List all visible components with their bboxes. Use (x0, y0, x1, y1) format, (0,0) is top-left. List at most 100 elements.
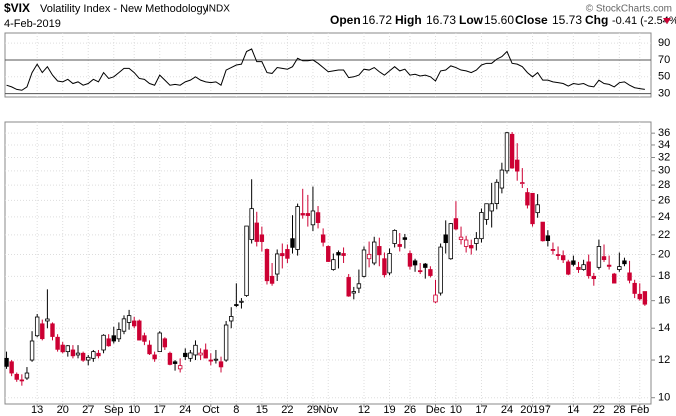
candle-body (372, 241, 377, 264)
x-tick-label: 17 (154, 404, 166, 416)
x-tick-label: 15 (256, 404, 268, 416)
candle-body (540, 221, 545, 242)
candle-body (469, 245, 474, 249)
candle-body (458, 236, 464, 241)
candle-body (254, 222, 259, 242)
candle-body (111, 335, 116, 342)
candle-body (392, 230, 397, 244)
y-tick-label: 30 (658, 165, 670, 177)
y-tick-label: 36 (658, 127, 670, 139)
y-tick-label: 20 (658, 248, 670, 260)
candle-body (177, 365, 183, 370)
candle-body (382, 258, 387, 276)
low-value: 15.60 (484, 13, 514, 27)
candle-body (453, 218, 459, 230)
open-value: 16.72 (362, 13, 392, 27)
y-tick-label: 32 (658, 151, 670, 163)
candle-body (474, 237, 479, 244)
y-tick-label: 18 (658, 270, 670, 282)
x-tick-label: 10 (450, 404, 462, 416)
rsi-tick-label: 50 (658, 71, 670, 83)
candle-body (632, 282, 637, 294)
candle-body (606, 264, 612, 267)
candle-body (596, 246, 602, 268)
candle-body (116, 329, 122, 340)
candle-body (106, 338, 111, 347)
candle-body (213, 358, 219, 361)
low-label: Low (459, 13, 484, 27)
date: 4-Feb-2019 (4, 18, 61, 30)
x-tick-label: 19 (383, 404, 395, 416)
candle-body (280, 253, 285, 257)
security-name: Volatility Index - New Methodology (40, 3, 209, 15)
candle-body (499, 169, 505, 189)
candle-body (407, 253, 413, 267)
candle-body (463, 239, 469, 247)
candle-body (576, 266, 581, 270)
candle-body (137, 320, 142, 341)
candle-body (617, 266, 622, 270)
candle-body (525, 192, 530, 206)
x-tick-label: 10 (128, 404, 140, 416)
candle-body (172, 361, 178, 364)
y-tick-label: 26 (658, 194, 670, 206)
symbol: $VIX (4, 1, 30, 15)
x-tick-label: 14 (567, 404, 579, 416)
candle-body (188, 352, 193, 359)
candle-body (4, 357, 9, 367)
candle-body (535, 204, 540, 214)
candle-body (229, 316, 234, 322)
x-tick-label: 27 (82, 404, 94, 416)
y-tick-label: 14 (658, 322, 670, 334)
candle-body (397, 244, 402, 247)
candle-body (612, 273, 617, 284)
candle-body (515, 159, 520, 172)
candle-body (305, 213, 311, 216)
candle-body (290, 238, 295, 248)
rsi-line (6, 48, 645, 91)
x-tick-label: 20 (57, 404, 69, 416)
candle-body (489, 203, 494, 212)
candle-body (560, 255, 566, 261)
candle-body (509, 133, 515, 169)
candle-body (274, 253, 280, 275)
candle-body (208, 359, 214, 362)
candle-body (45, 318, 50, 322)
x-tick-label: 24 (501, 404, 513, 416)
open-label: Open (330, 13, 361, 27)
y-tick-label: 24 (658, 211, 670, 223)
candle-body (29, 340, 35, 361)
candle-body (75, 352, 81, 356)
x-tick-label: 8 (233, 404, 239, 416)
x-tick-label: 22 (593, 404, 605, 416)
candle-body (642, 291, 648, 305)
candle-body (545, 235, 551, 241)
candle-body (336, 252, 341, 256)
candle-body (264, 249, 270, 282)
candle-body (14, 373, 19, 380)
candle-body (86, 356, 91, 361)
high-label: High (395, 13, 422, 27)
candle-body (586, 261, 591, 277)
candle-body (433, 294, 438, 303)
x-tick-label: 29 (307, 404, 319, 416)
x-tick-label: 12 (358, 404, 370, 416)
close-value: 15.73 (552, 13, 582, 27)
chg-label: Chg (585, 13, 608, 27)
candle-body (249, 208, 254, 241)
y-tick-label: 22 (658, 229, 670, 241)
candle-body (341, 253, 346, 256)
candle-body (530, 192, 535, 225)
candle-body (351, 291, 356, 294)
candle-body (295, 206, 300, 250)
candle-body (50, 323, 55, 337)
copyright: © StockCharts.com (586, 4, 672, 15)
candle-body (356, 283, 362, 289)
candle-body (601, 256, 607, 260)
candle-body (320, 234, 326, 243)
candle-body (412, 260, 418, 266)
candle-body (315, 212, 321, 223)
candle-body (346, 277, 351, 297)
x-tick-label: 26 (404, 404, 416, 416)
candle-body (198, 352, 203, 356)
